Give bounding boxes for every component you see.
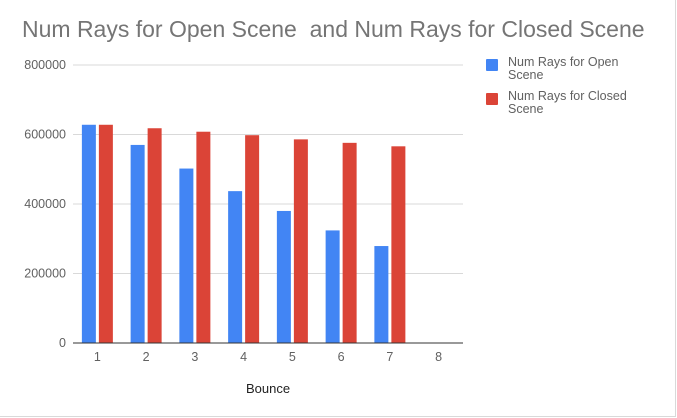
legend-swatch-open <box>486 59 498 71</box>
bar-open-6[interactable] <box>325 230 340 343</box>
x-tick-label: 2 <box>143 350 150 364</box>
bar-open-3[interactable] <box>179 168 194 343</box>
x-tick-label: 5 <box>289 350 296 364</box>
x-tick-label: 1 <box>94 350 101 364</box>
x-axis-title: Bounce <box>246 381 290 396</box>
legend-swatch-closed <box>486 93 498 105</box>
x-tick-label: 3 <box>191 350 198 364</box>
legend-item-closed[interactable]: Num Rays for Closed Scene <box>486 90 671 116</box>
bar-open-2[interactable] <box>130 144 145 343</box>
bar-closed-5[interactable] <box>293 139 308 343</box>
legend-item-open[interactable]: Num Rays for Open Scene <box>486 56 671 82</box>
y-tick-label: 800000 <box>24 58 66 72</box>
legend-label-closed: Num Rays for Closed Scene <box>508 89 627 116</box>
y-tick-label: 600000 <box>24 128 66 142</box>
x-tick-label: 8 <box>435 350 442 364</box>
bar-series <box>81 124 406 344</box>
bar-closed-3[interactable] <box>196 131 211 343</box>
chart-title: Num Rays for Open Scene and Num Rays for… <box>22 16 645 42</box>
bar-open-5[interactable] <box>276 210 291 343</box>
axes: 0 200000 400000 600000 800000 1 2 3 4 5 6 7 8 <box>24 58 463 364</box>
x-tick-label: 7 <box>386 350 393 364</box>
bar-open-4[interactable] <box>228 191 243 343</box>
legend-label-open: Num Rays for Open Scene <box>508 55 619 82</box>
x-tick-label: 6 <box>338 350 345 364</box>
bar-open-7[interactable] <box>374 246 389 343</box>
bar-closed-6[interactable] <box>342 142 357 343</box>
x-tick-label: 4 <box>240 350 247 364</box>
y-tick-label: 0 <box>59 336 66 350</box>
bar-closed-7[interactable] <box>391 146 406 343</box>
y-tick-label: 200000 <box>24 267 66 281</box>
bar-closed-4[interactable] <box>245 135 260 343</box>
bar-open-1[interactable] <box>81 124 96 344</box>
legend: Num Rays for Open Scene Num Rays for Clo… <box>486 56 671 124</box>
bar-closed-1[interactable] <box>98 124 113 344</box>
y-tick-label: 400000 <box>24 197 66 211</box>
bar-closed-2[interactable] <box>147 128 162 343</box>
